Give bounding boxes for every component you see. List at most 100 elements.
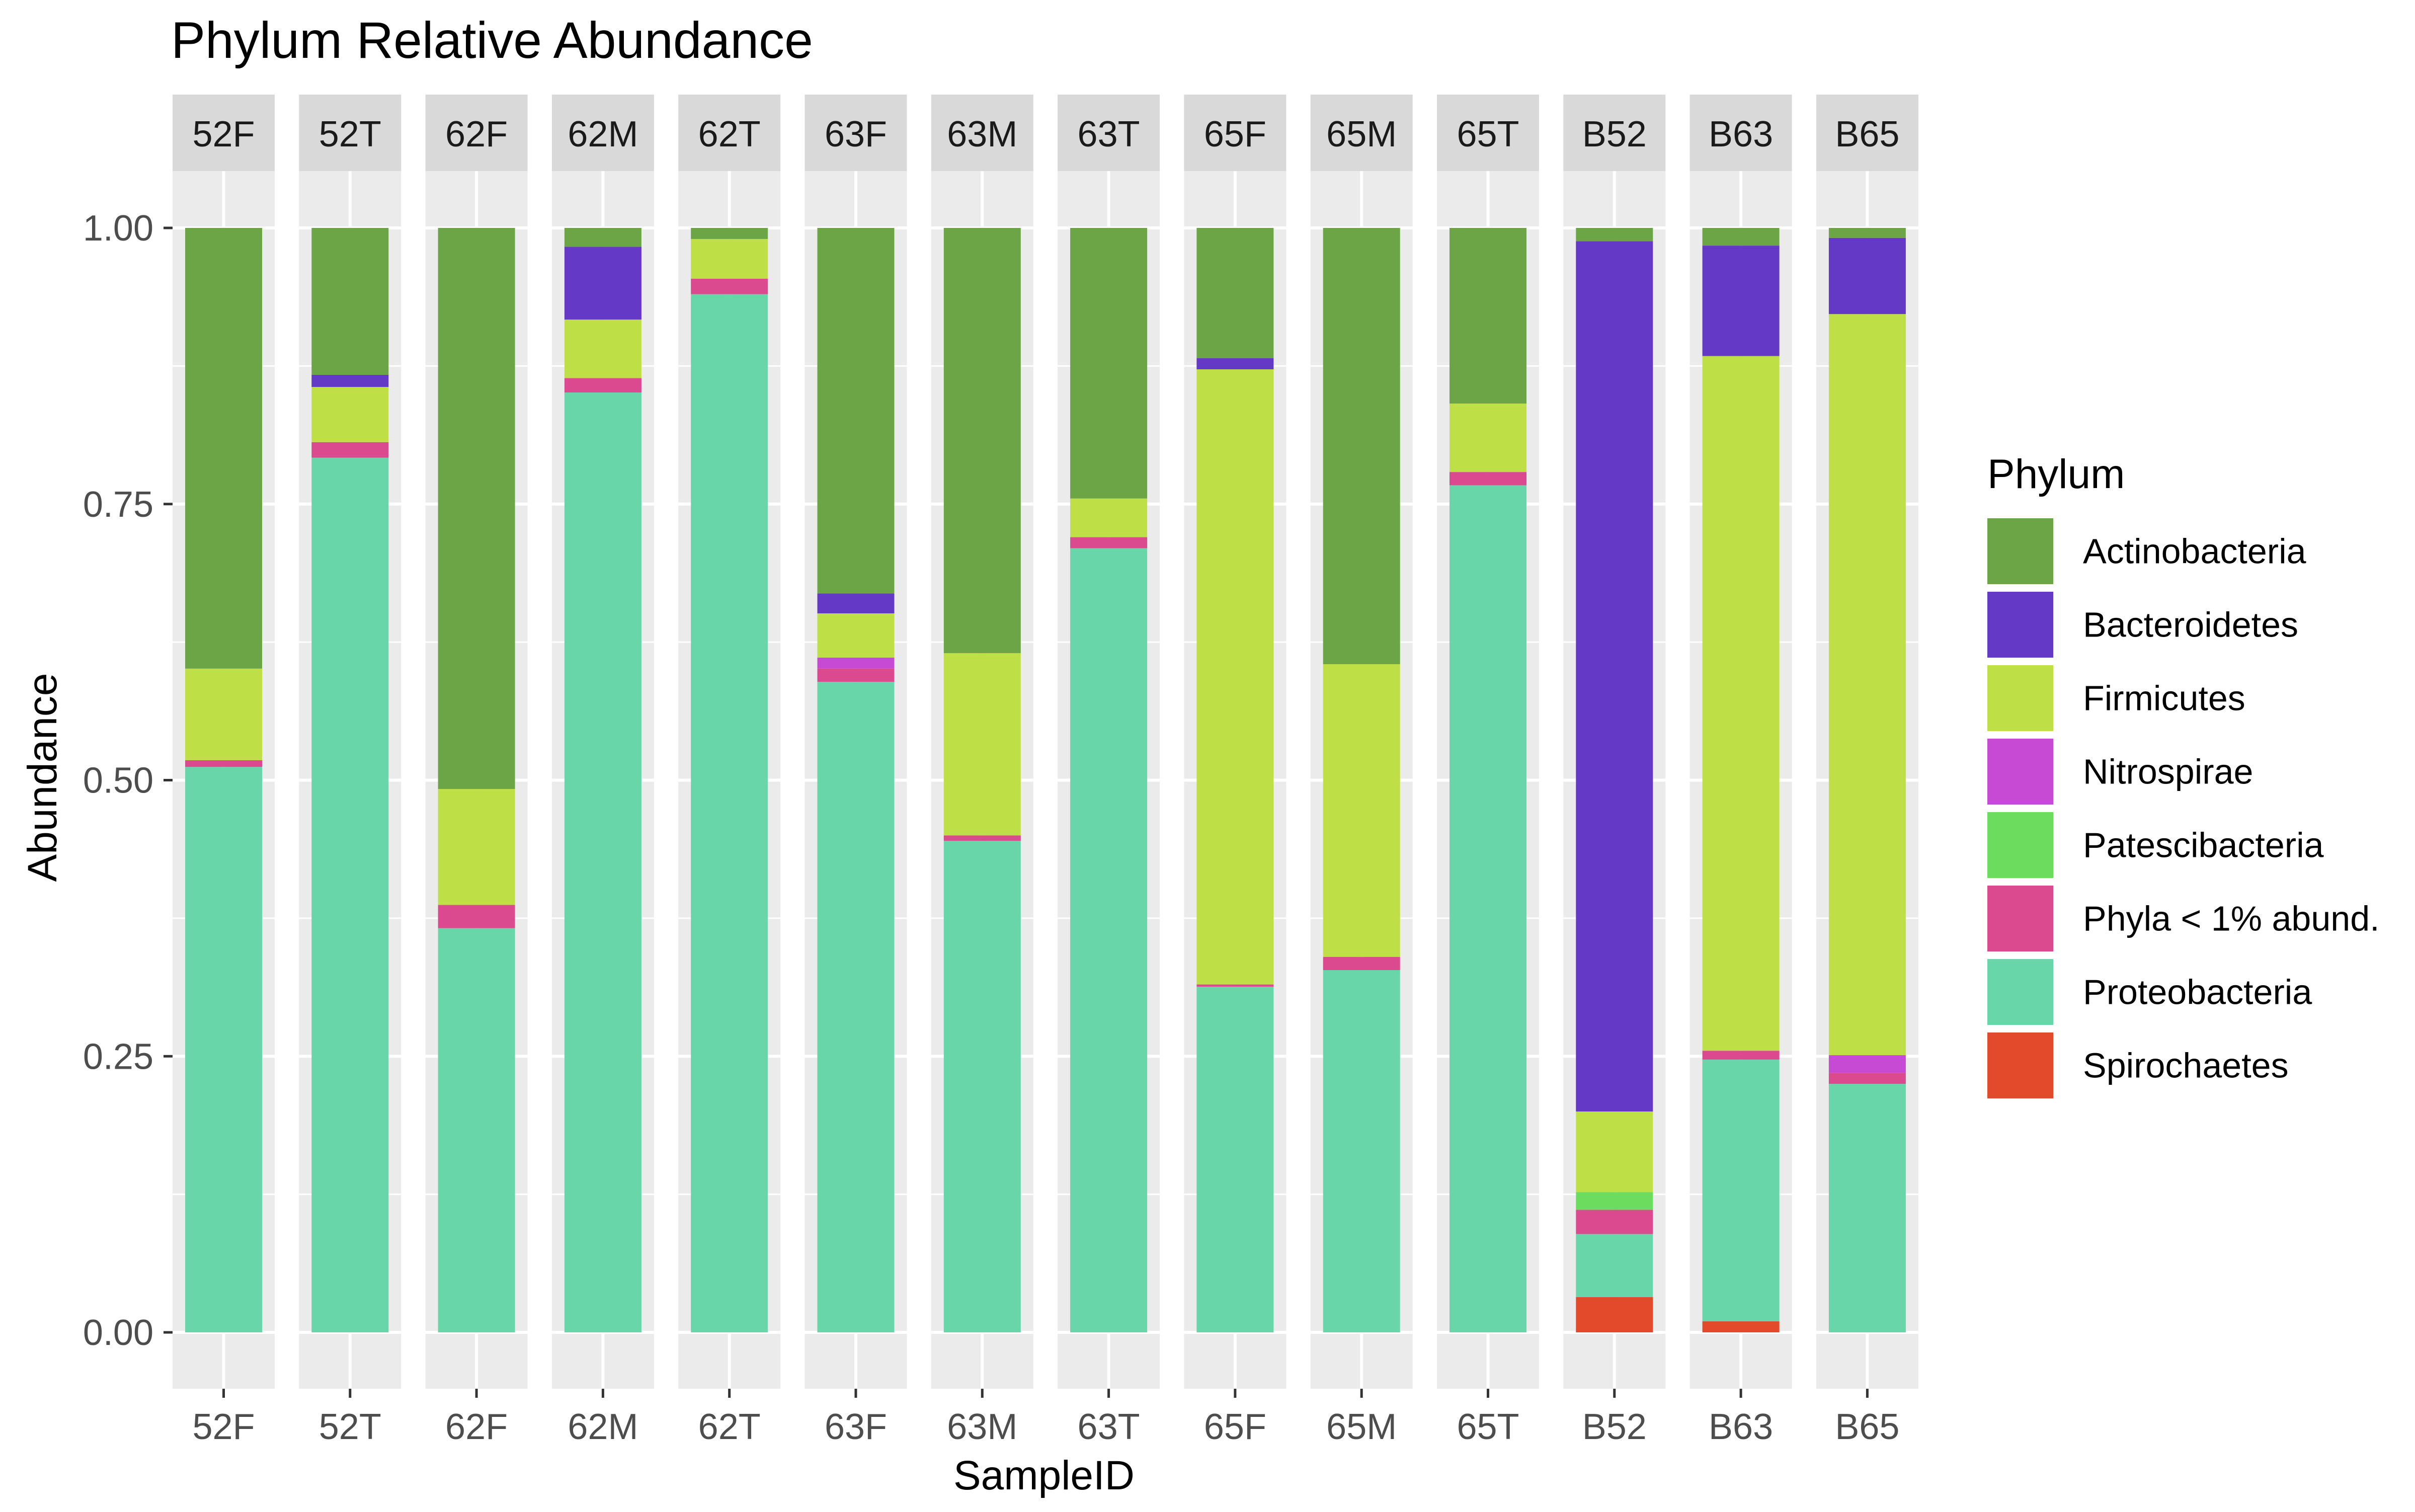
facet-panel-52F: 52F 52F [173,95,275,1447]
bar-segment-63M-proteobacteria [943,841,1021,1332]
facet-strip-label: B65 [1835,114,1899,154]
bar-segment-52F-proteobacteria [185,767,262,1332]
facet-strip-label: 65F [1204,114,1266,154]
bar-segment-63M-phyla-1-abund- [943,835,1021,841]
legend-item: Bacteroidetes [1987,592,2298,658]
x-tick-label: 52F [192,1407,255,1447]
facet-strip [173,95,275,171]
x-tick-label: 52T [319,1407,381,1447]
bar-segment-62F-actinobacteria [438,228,515,789]
bar-segment-52T-firmicutes [311,387,389,442]
bar-segment-62T-firmicutes [691,238,768,279]
bar-segment-65F-phyla-1-abund- [1196,984,1274,987]
bar-segment-B63-spirochaetes [1702,1321,1780,1332]
x-tick-label: 65T [1457,1407,1519,1447]
bar-segment-B52-bacteroidetes [1576,241,1653,1112]
facet-panel-65F: 65F 65F [1184,95,1286,1447]
bar-segment-63F-firmicutes [817,613,895,658]
facet-strip-label: B63 [1709,114,1773,154]
x-tick-label: 63T [1078,1407,1140,1447]
bar-segment-B65-nitrospirae [1828,1055,1906,1073]
y-tick-label: 0.00 [83,1313,153,1353]
bar-segment-65M-phyla-1-abund- [1323,957,1400,971]
facet-strip-label: 52F [192,114,255,154]
facet-panel-52T: 52T 52T [299,95,401,1447]
bar-segment-B63-bacteroidetes [1702,246,1780,356]
facet-panel-62F: 62F 62F [425,95,528,1447]
y-tick-label: 0.50 [83,761,153,801]
bar-segment-62M-firmicutes [564,320,641,378]
y-tick-label: 1.00 [83,208,153,249]
bar-segment-B52-firmicutes [1576,1111,1653,1192]
facet-panel-65T: 65T 65T [1437,95,1539,1447]
bar-segment-B63-actinobacteria [1702,228,1780,246]
y-axis: 0.00 0.25 0.50 0.75 1.00 [83,208,173,1353]
facet-panel-65M: 65M 65M [1310,95,1413,1447]
x-tick-label: 62M [568,1407,638,1447]
facet-strip [1058,95,1160,171]
bar-segment-52T-proteobacteria [311,457,389,1332]
legend-item: Patescibacteria [1987,812,2324,878]
legend-key-swatch [1987,886,2053,951]
legend-item: Phyla < 1% abund. [1987,886,2380,951]
facet-strip-label: 65T [1457,114,1519,154]
facet-strip [1563,95,1666,171]
legend-key-swatch [1987,739,2053,805]
bar-segment-62M-bacteroidetes [564,247,641,320]
legend-key-swatch [1987,812,2053,878]
facet-panel-63T: 63T 63T [1058,95,1160,1447]
legend-item-label: Bacteroidetes [2083,605,2298,645]
bar-segment-B65-actinobacteria [1828,228,1906,238]
bar-segment-65F-proteobacteria [1196,986,1274,1332]
legend-item: Firmicutes [1987,665,2245,731]
bar-segment-62T-actinobacteria [691,228,768,239]
facet-panel-B65: B65 B65 [1816,95,1918,1447]
bar-segment-B65-firmicutes [1828,314,1906,1056]
bar-segment-63T-actinobacteria [1070,228,1148,499]
legend-item-label: Proteobacteria [2083,973,2312,1012]
x-tick-label: B63 [1709,1407,1773,1447]
y-tick-label: 0.25 [83,1037,153,1077]
facet-strip-label: B52 [1582,114,1647,154]
bar-segment-65M-proteobacteria [1323,970,1400,1332]
facet-strip [678,95,781,171]
facet-strip [931,95,1033,171]
bar-segment-63M-firmicutes [943,653,1021,836]
bar-segment-52T-actinobacteria [311,228,389,375]
bar-segment-52F-actinobacteria [185,228,262,669]
y-tick-label: 0.75 [83,485,153,525]
x-tick-label: 63M [947,1407,1017,1447]
bar-segment-65T-firmicutes [1450,404,1526,472]
legend-item-label: Patescibacteria [2083,826,2324,865]
x-tick-label: 62T [698,1407,761,1447]
bar-segment-B63-phyla-1-abund- [1702,1051,1780,1060]
facet-strip [1689,95,1792,171]
legend-item-label: Phyla < 1% abund. [2083,899,2380,938]
facet-strip-label: 62M [568,114,638,154]
bar-segment-B63-proteobacteria [1702,1059,1780,1322]
facet-strip [1310,95,1413,171]
facet-strip [551,95,654,171]
bar-segment-63T-proteobacteria [1070,548,1148,1332]
bar-segment-65M-firmicutes [1323,664,1400,957]
legend-item: Spirochaetes [1987,1032,2289,1098]
bar-segment-52T-bacteroidetes [311,374,389,387]
facet-panels: 52F52F52T52T62F62F62M62M62T62T63F63F63M6… [173,95,1918,1447]
bar-segment-B52-spirochaetes [1576,1297,1653,1332]
bar-segment-65F-bacteroidetes [1196,358,1274,369]
bar-segment-65M-actinobacteria [1323,228,1400,665]
facet-strip-label: 52T [319,114,381,154]
facet-panel-B63: B63 B63 [1689,95,1792,1447]
bar-segment-63F-bacteroidetes [817,593,895,614]
facet-strip [1184,95,1286,171]
bar-segment-B65-bacteroidetes [1828,237,1906,314]
legend-item: Proteobacteria [1987,959,2312,1025]
bar-segment-62F-phyla-1-abund- [438,905,515,928]
legend-key-swatch [1987,959,2053,1025]
chart-title: Phylum Relative Abundance [171,12,813,69]
bar-segment-B52-actinobacteria [1576,228,1653,242]
bar-segment-65F-actinobacteria [1196,228,1274,359]
bar-segment-B52-phyla-1-abund- [1576,1210,1653,1234]
